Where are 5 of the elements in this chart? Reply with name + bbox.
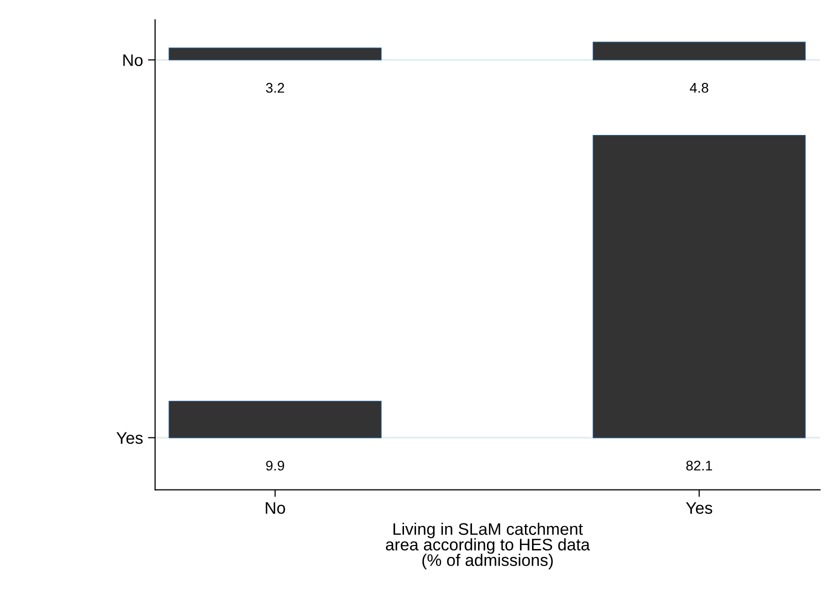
x-axis-title: Living in SLaM catchment area according to HES data (% of admissions) — [386, 522, 590, 570]
data-label: 82.1 — [686, 460, 712, 471]
data-label: 9.9 — [266, 460, 284, 471]
data-label: 4.8 — [690, 82, 708, 93]
data-label: 3.2 — [266, 82, 284, 93]
